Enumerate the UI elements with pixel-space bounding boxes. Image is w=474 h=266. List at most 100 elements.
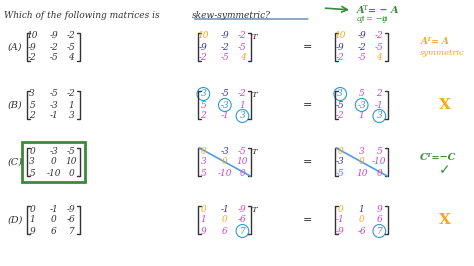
Text: ij: ij xyxy=(381,15,386,23)
Text: -1: -1 xyxy=(375,101,383,110)
Text: 3: 3 xyxy=(201,89,206,98)
Text: -5: -5 xyxy=(220,89,229,98)
Text: -2: -2 xyxy=(199,53,208,63)
Text: -3: -3 xyxy=(357,101,366,110)
Text: 2: 2 xyxy=(201,111,206,120)
Text: 0: 0 xyxy=(51,215,56,225)
Text: -1: -1 xyxy=(49,111,58,120)
Text: 0: 0 xyxy=(201,205,206,214)
Text: -3: -3 xyxy=(49,147,58,156)
Text: 9: 9 xyxy=(376,205,382,214)
Text: 0: 0 xyxy=(359,215,365,225)
Text: 9: 9 xyxy=(201,227,206,235)
Text: 1: 1 xyxy=(359,205,365,214)
Text: 3: 3 xyxy=(376,111,382,120)
Text: 0: 0 xyxy=(222,157,228,167)
Text: 6: 6 xyxy=(222,227,228,235)
Text: 0: 0 xyxy=(29,205,35,214)
Text: 5: 5 xyxy=(376,147,382,156)
Text: 6: 6 xyxy=(376,215,382,225)
Text: T: T xyxy=(251,206,257,214)
Text: 3: 3 xyxy=(29,157,35,167)
Text: -2: -2 xyxy=(67,31,76,40)
Text: 7: 7 xyxy=(239,227,246,235)
Text: -5: -5 xyxy=(336,101,345,110)
Text: -2: -2 xyxy=(49,43,58,52)
Text: (B): (B) xyxy=(8,101,22,110)
Text: 10: 10 xyxy=(335,31,346,40)
Text: 9: 9 xyxy=(29,227,35,235)
Text: 3: 3 xyxy=(68,111,74,120)
Text: -2: -2 xyxy=(238,89,247,98)
Text: -5: -5 xyxy=(49,89,58,98)
Text: 4: 4 xyxy=(68,53,74,63)
Text: -3: -3 xyxy=(49,101,58,110)
Text: 5: 5 xyxy=(201,101,206,110)
Text: -2: -2 xyxy=(336,111,345,120)
Text: (C): (C) xyxy=(8,157,23,167)
Text: T: T xyxy=(251,148,257,156)
Text: 1: 1 xyxy=(359,111,365,120)
Text: 3: 3 xyxy=(201,157,206,167)
Text: 5: 5 xyxy=(359,89,365,98)
Text: 1: 1 xyxy=(68,101,74,110)
Text: -3: -3 xyxy=(220,147,229,156)
Text: 0: 0 xyxy=(201,147,206,156)
Text: -5: -5 xyxy=(67,147,76,156)
Text: -9: -9 xyxy=(357,31,366,40)
Text: -9: -9 xyxy=(49,31,58,40)
Text: -3: -3 xyxy=(336,157,345,167)
Text: 4: 4 xyxy=(376,53,382,63)
Text: 3: 3 xyxy=(359,147,365,156)
Text: -5: -5 xyxy=(67,43,76,52)
Text: T: T xyxy=(251,33,257,41)
Text: -6: -6 xyxy=(238,215,247,225)
Text: -10: -10 xyxy=(372,157,386,167)
Text: -2: -2 xyxy=(357,43,366,52)
Text: ji: ji xyxy=(361,15,365,23)
Text: 3: 3 xyxy=(29,89,35,98)
Text: 1: 1 xyxy=(29,215,35,225)
Text: 0: 0 xyxy=(359,157,365,167)
Text: =: = xyxy=(303,215,313,225)
Text: 10: 10 xyxy=(237,157,248,167)
Text: (D): (D) xyxy=(8,215,23,225)
Text: -5: -5 xyxy=(238,147,247,156)
Text: X: X xyxy=(439,98,451,112)
Text: skew-symmetric?: skew-symmetric? xyxy=(191,11,271,20)
Text: 4: 4 xyxy=(239,53,246,63)
Text: -6: -6 xyxy=(67,215,76,225)
Text: X: X xyxy=(439,213,451,227)
Text: a: a xyxy=(357,15,362,23)
Text: 0: 0 xyxy=(51,157,56,167)
Text: -1: -1 xyxy=(336,215,345,225)
Text: 7: 7 xyxy=(376,227,382,235)
Text: -1: -1 xyxy=(220,111,229,120)
Text: -1: -1 xyxy=(49,205,58,214)
Text: ✓: ✓ xyxy=(439,163,451,177)
Text: =: = xyxy=(303,100,313,110)
Text: -2: -2 xyxy=(375,31,383,40)
Text: 0: 0 xyxy=(222,215,228,225)
Text: 2: 2 xyxy=(29,111,35,120)
Text: 5: 5 xyxy=(29,101,35,110)
Text: -2: -2 xyxy=(336,53,345,63)
Text: 1: 1 xyxy=(239,101,246,110)
Text: 0: 0 xyxy=(68,168,74,177)
Text: 7: 7 xyxy=(68,227,74,235)
Text: -5: -5 xyxy=(375,43,383,52)
Text: =: = xyxy=(303,42,313,52)
Text: =: = xyxy=(303,157,313,167)
Text: -2: -2 xyxy=(238,31,247,40)
Text: -1: -1 xyxy=(220,205,229,214)
Text: -5: -5 xyxy=(357,53,366,63)
Text: -6: -6 xyxy=(357,227,366,235)
Text: -9: -9 xyxy=(220,31,229,40)
Text: -9: -9 xyxy=(336,43,345,52)
Text: 3: 3 xyxy=(337,89,343,98)
Text: Aᵀ= A: Aᵀ= A xyxy=(420,38,449,47)
Text: -9: -9 xyxy=(67,205,76,214)
Text: 10: 10 xyxy=(198,31,209,40)
Text: -9: -9 xyxy=(28,43,36,52)
Text: = −a: = −a xyxy=(365,15,387,23)
